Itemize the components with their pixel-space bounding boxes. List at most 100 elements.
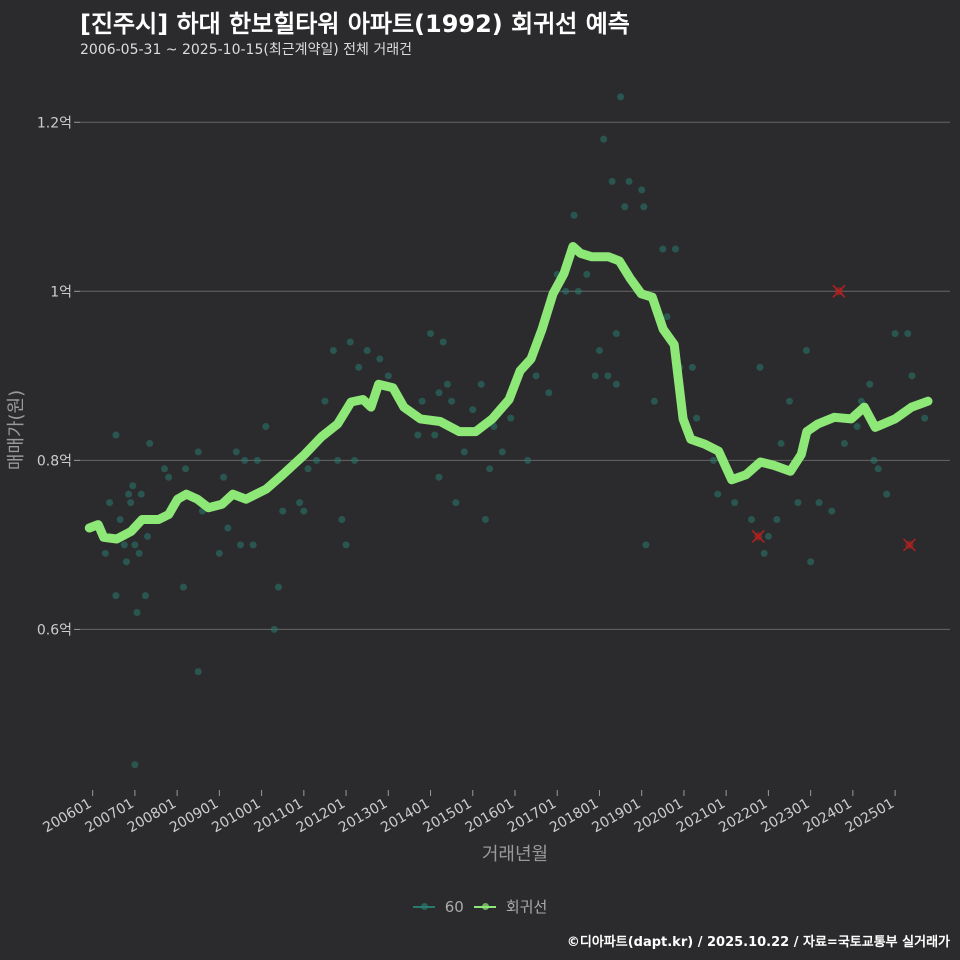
data-point (807, 558, 815, 566)
data-point (773, 516, 781, 524)
data-point (612, 380, 620, 388)
data-point (355, 363, 363, 371)
legend-item-regression: 회귀선 (473, 896, 548, 917)
outlier-x-icon (751, 529, 765, 543)
data-point (351, 456, 359, 464)
data-point (262, 423, 270, 431)
data-point (688, 363, 696, 371)
data-point (137, 490, 145, 498)
data-point (376, 355, 384, 363)
data-point (215, 549, 223, 557)
data-point (638, 186, 646, 194)
data-point (127, 499, 135, 507)
data-point (106, 499, 114, 507)
data-point (921, 414, 929, 422)
data-point (125, 490, 133, 498)
legend-label: 60 (444, 897, 464, 916)
data-point (612, 330, 620, 338)
data-point (604, 372, 612, 380)
y-tick-label: 1억 (50, 284, 72, 300)
data-point (490, 423, 498, 431)
outlier-x-icon (832, 284, 846, 298)
source-caption: ©디아파트(dapt.kr) / 2025.10.22 / 자료=국토교통부 실… (566, 935, 950, 950)
data-point (908, 372, 916, 380)
data-point (435, 473, 443, 481)
data-point (663, 313, 671, 321)
data-point (617, 93, 625, 101)
data-point (460, 448, 468, 456)
data-point (891, 330, 899, 338)
data-point (279, 507, 287, 515)
data-point (748, 516, 756, 524)
data-point (469, 406, 477, 414)
data-point (296, 499, 304, 507)
data-point (532, 372, 540, 380)
data-point (249, 541, 257, 549)
data-point (448, 397, 456, 405)
data-point (346, 338, 354, 346)
data-point (764, 532, 772, 540)
data-point (179, 583, 187, 591)
data-point (866, 380, 874, 388)
data-point (300, 507, 308, 515)
data-point (874, 465, 882, 473)
data-point (141, 592, 149, 600)
y-axis-label: 매매가(원) (6, 390, 27, 470)
data-point (870, 456, 878, 464)
data-point (714, 490, 722, 498)
data-point (135, 549, 143, 557)
data-point (363, 346, 371, 354)
data-point (313, 456, 321, 464)
outlier-point (751, 529, 765, 543)
data-point (640, 203, 648, 211)
data-point (439, 338, 447, 346)
data-point (477, 380, 485, 388)
data-point (671, 245, 679, 253)
data-point (120, 541, 128, 549)
data-point (443, 380, 451, 388)
data-point (760, 549, 768, 557)
data-point (595, 346, 603, 354)
legend-key-line-icon (473, 902, 496, 910)
data-point (562, 287, 570, 295)
data-point (574, 287, 582, 295)
data-point (384, 372, 392, 380)
y-tick-label: 0.8억 (37, 453, 72, 469)
data-point (583, 270, 591, 278)
data-point (232, 448, 240, 456)
data-point (840, 439, 848, 447)
data-point (427, 330, 435, 338)
legend: 60 회귀선 (0, 896, 960, 917)
data-point (693, 414, 701, 422)
data-point (600, 135, 608, 143)
data-point (131, 761, 139, 769)
data-point (342, 541, 350, 549)
data-point (828, 507, 836, 515)
data-point (545, 389, 553, 397)
y-tick-label: 1.2억 (37, 115, 72, 131)
data-point (129, 482, 137, 490)
data-point (904, 330, 912, 338)
outlier-point (832, 284, 846, 298)
data-point (122, 558, 130, 566)
data-point (182, 465, 190, 473)
regression-line (84, 242, 933, 544)
data-point (481, 516, 489, 524)
data-point (338, 516, 346, 524)
data-point (731, 499, 739, 507)
outlier-x-icon (902, 538, 916, 552)
data-point (414, 431, 422, 439)
data-point (418, 397, 426, 405)
data-point (802, 346, 810, 354)
data-point (304, 465, 312, 473)
data-point (133, 609, 141, 616)
data-point (321, 397, 329, 405)
data-point (160, 465, 168, 473)
data-point (883, 490, 891, 498)
legend-label: 회귀선 (505, 898, 548, 916)
x-tick-label: 202501 (843, 796, 897, 837)
chart-title: [진주시] 하대 한보힐타워 아파트(1992) 회귀선 예측 (80, 10, 630, 38)
data-point (642, 541, 650, 549)
data-point (334, 456, 342, 464)
